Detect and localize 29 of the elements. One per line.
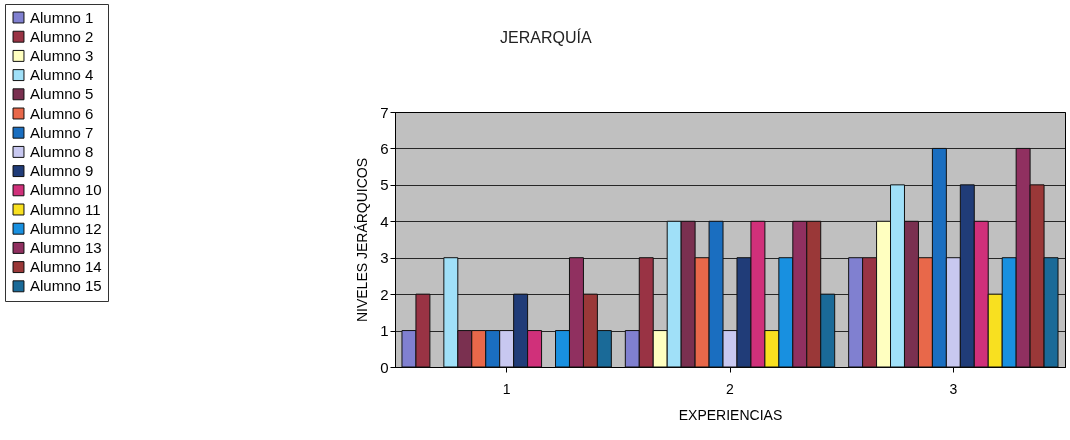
legend-label: Alumno 9 [30, 162, 94, 180]
y-tick-label: 7 [380, 103, 389, 121]
legend-label: Alumno 8 [30, 142, 94, 160]
legend-label: Alumno 7 [30, 123, 94, 141]
x-axis-title: EXPERIENCIAS [678, 406, 783, 423]
y-tick-label: 3 [380, 249, 389, 267]
legend-label: Alumno 3 [30, 46, 94, 64]
legend-label: Alumno 14 [30, 258, 102, 276]
x-tick-label: 2 [726, 380, 735, 397]
y-tick-label: 4 [380, 212, 389, 230]
legend-label: Alumno 2 [30, 27, 94, 45]
y-axis-title: NIVELES JERÁRQUICOS [354, 157, 371, 323]
y-tick-label: 1 [380, 322, 389, 340]
legend-label: Alumno 4 [30, 66, 94, 84]
x-tick-label: 1 [502, 380, 511, 397]
x-tick-label: 3 [949, 380, 958, 397]
y-tick-label: 5 [380, 176, 389, 194]
legend-label: Alumno 11 [30, 200, 101, 218]
y-tick-label: 2 [380, 285, 389, 303]
legend-label: Alumno 6 [30, 104, 94, 122]
legend-label: Alumno 10 [30, 181, 102, 199]
y-tick-label: 6 [380, 139, 389, 157]
legend-label: Alumno 15 [30, 277, 102, 295]
chart-title: JERARQUÍA [500, 27, 592, 46]
legend-label: Alumno 1 [30, 8, 94, 26]
y-tick-label: 0 [380, 358, 389, 376]
legend-label: Alumno 5 [30, 85, 94, 103]
legend-label: Alumno 12 [30, 219, 102, 237]
legend-label: Alumno 13 [30, 238, 102, 256]
